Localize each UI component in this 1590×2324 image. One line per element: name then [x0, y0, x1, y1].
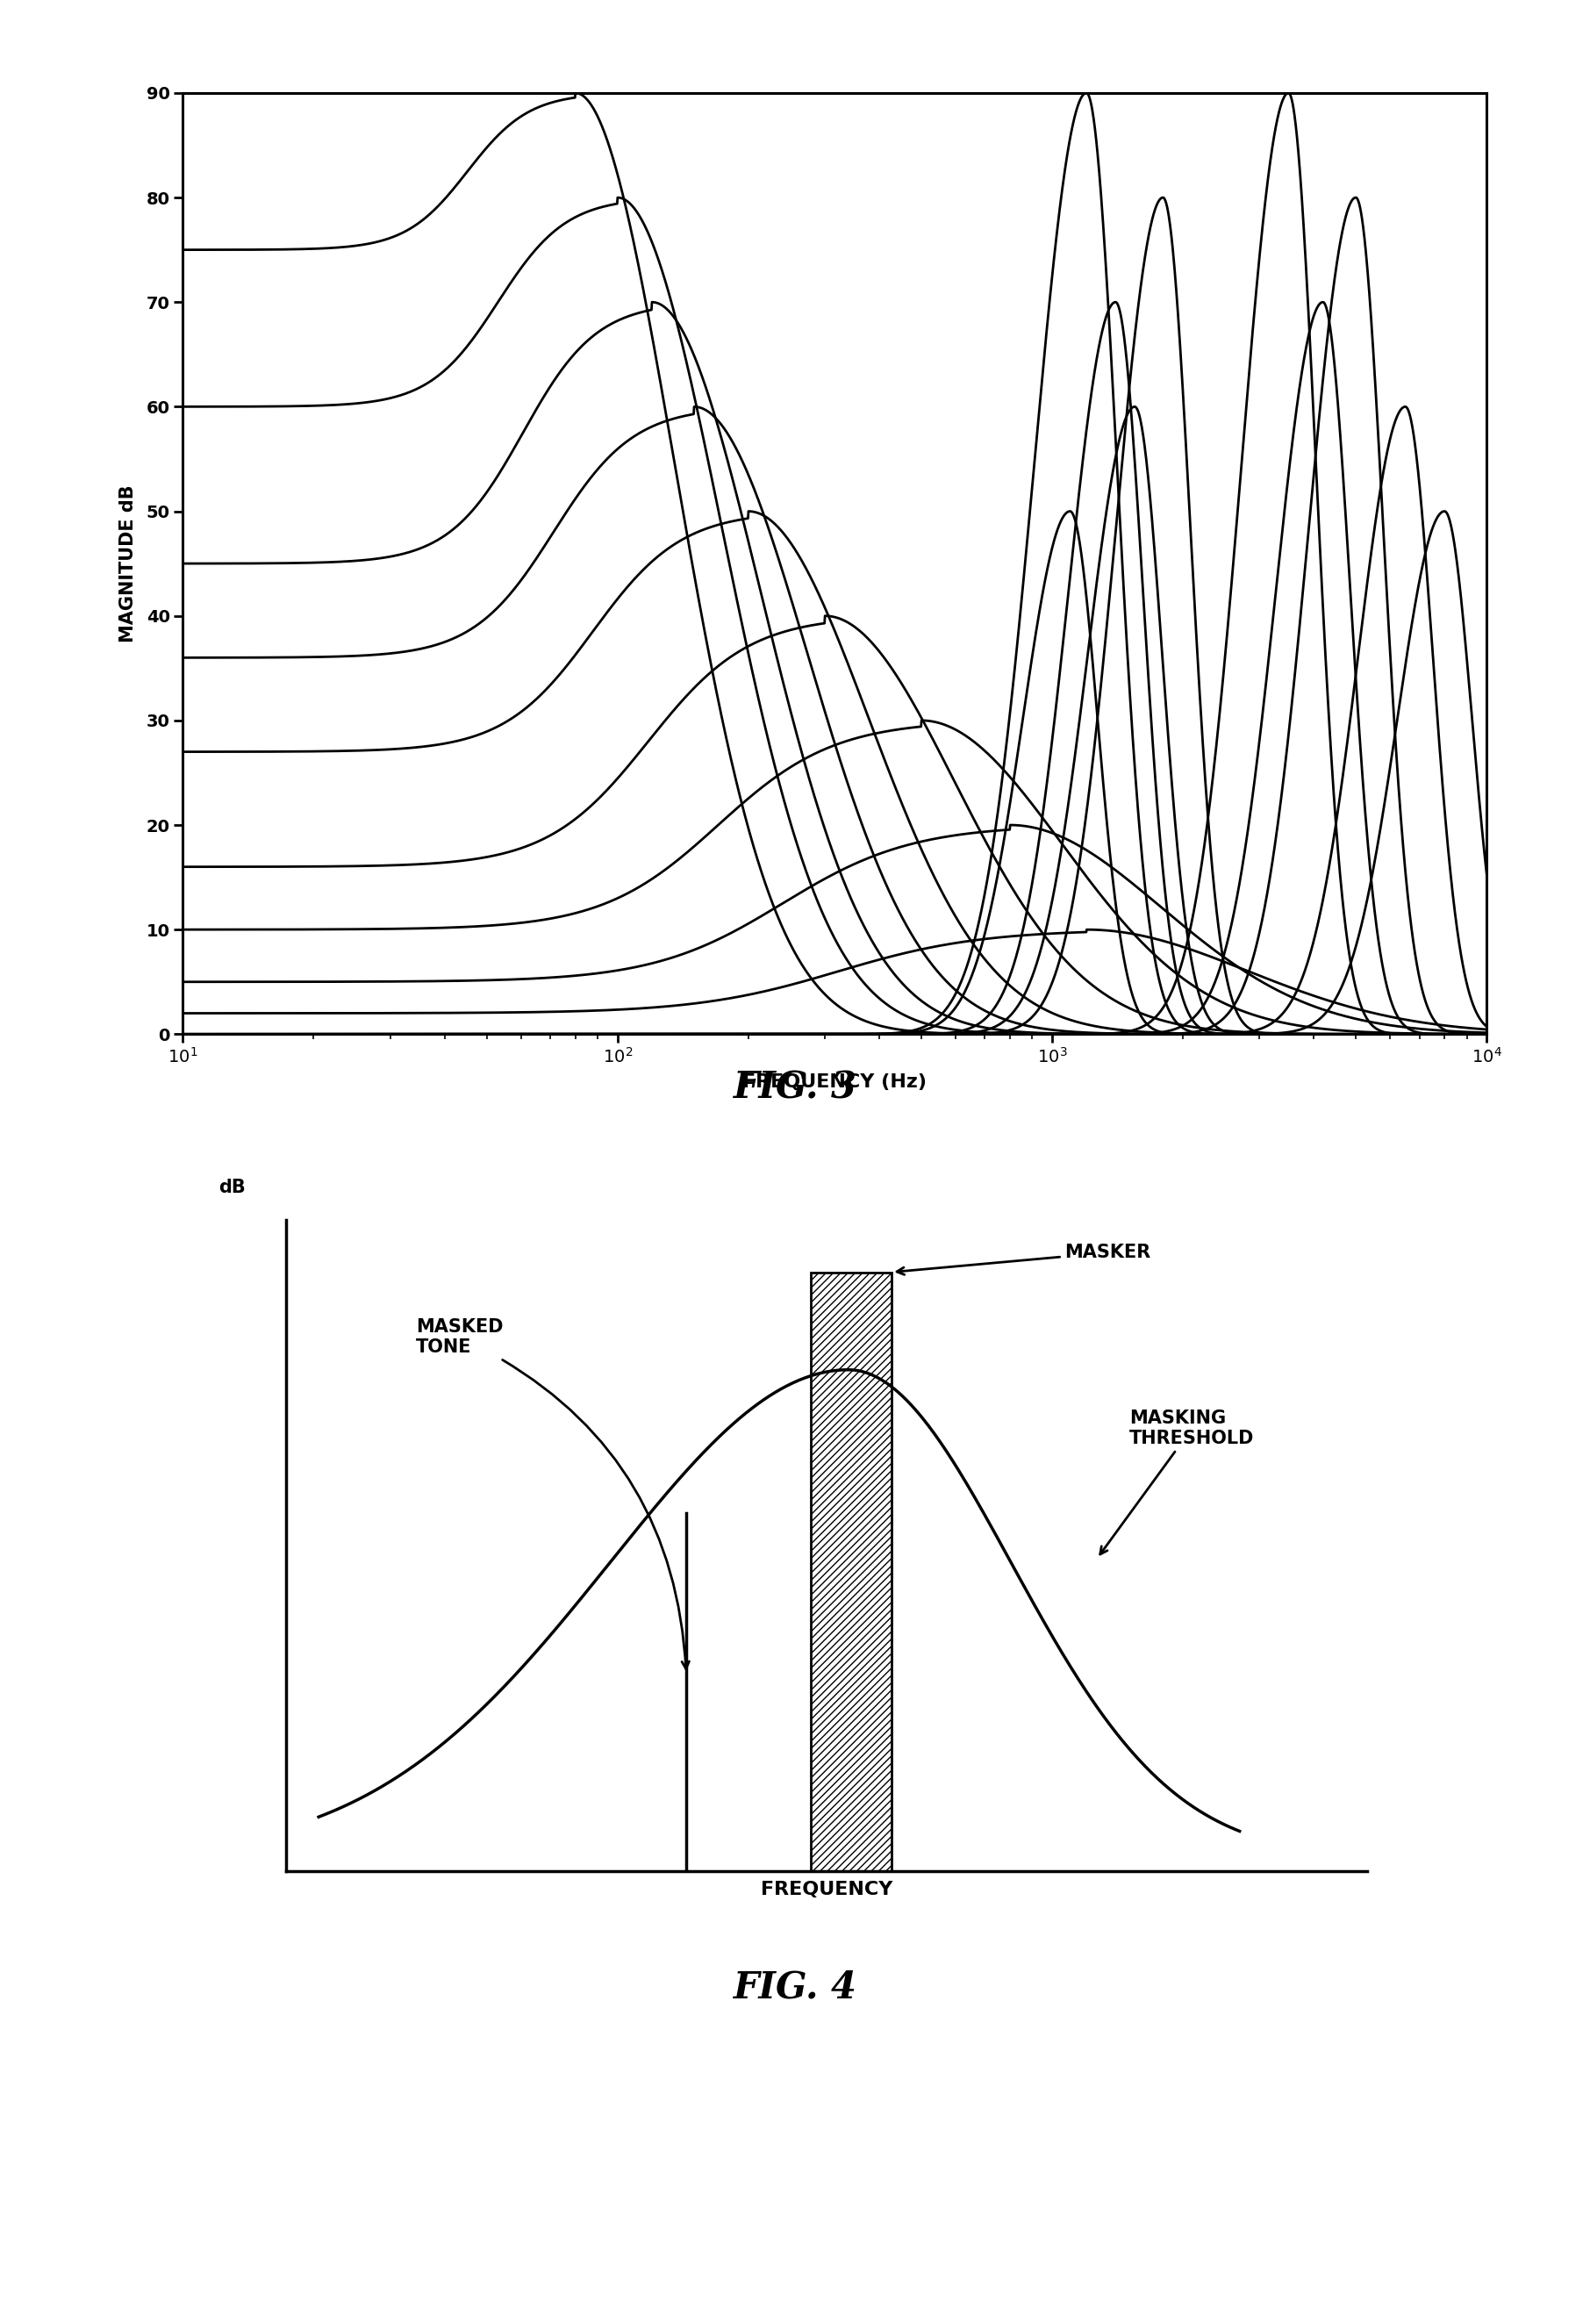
Bar — [811, 1271, 892, 1871]
Text: MASKED
TONE: MASKED TONE — [417, 1318, 688, 1669]
Text: MASKER: MASKER — [897, 1243, 1151, 1274]
X-axis label: FREQUENCY (Hz): FREQUENCY (Hz) — [743, 1074, 927, 1090]
X-axis label: FREQUENCY: FREQUENCY — [762, 1880, 892, 1899]
Text: dB: dB — [219, 1178, 245, 1197]
Y-axis label: MAGNITUDE dB: MAGNITUDE dB — [119, 486, 137, 641]
Text: MASKING
THRESHOLD: MASKING THRESHOLD — [1100, 1408, 1255, 1555]
Text: FIG. 3: FIG. 3 — [733, 1069, 857, 1106]
Text: FIG. 4: FIG. 4 — [733, 1968, 857, 2006]
